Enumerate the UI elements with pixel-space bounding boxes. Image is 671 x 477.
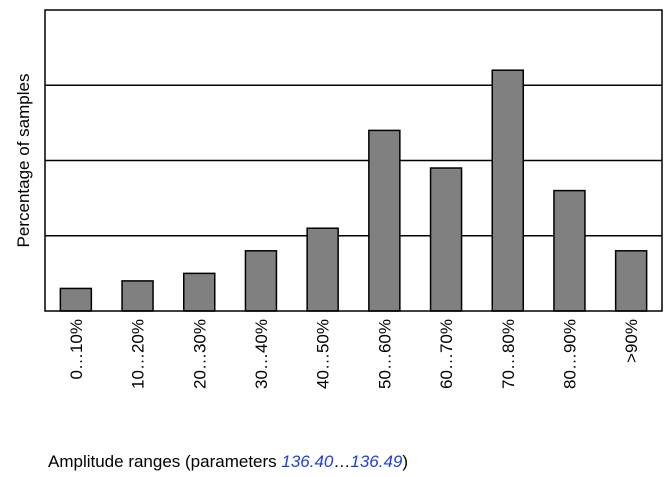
bar bbox=[429, 167, 463, 312]
y-axis-title: Percentage of samples bbox=[14, 74, 33, 248]
bar bbox=[244, 250, 278, 312]
x-tick-label: 10…20% bbox=[129, 319, 148, 389]
bars bbox=[59, 69, 648, 312]
bar bbox=[491, 69, 524, 312]
x-axis-title-prefix: Amplitude ranges (parameters bbox=[48, 452, 282, 471]
bar bbox=[306, 227, 339, 312]
x-tick-labels: 0…10% 10…20% 20…30% 30…40% 40…50% 50…60% 60…70… bbox=[67, 319, 641, 389]
bar bbox=[183, 272, 216, 312]
x-tick-label: >90% bbox=[622, 319, 641, 363]
x-tick-label: 40…50% bbox=[314, 319, 333, 389]
x-tick-label: 80…90% bbox=[560, 319, 579, 389]
x-axis-title-suffix: ) bbox=[402, 452, 409, 471]
bar bbox=[368, 129, 401, 312]
x-tick-label: 60…70% bbox=[437, 319, 456, 389]
bar bbox=[614, 250, 648, 312]
x-tick-label: 70…80% bbox=[499, 319, 518, 389]
x-axis-title: Amplitude ranges (parameters 136.40…136.… bbox=[48, 452, 671, 472]
x-axis-title-separator: … bbox=[333, 452, 351, 471]
x-tick-label: 0…10% bbox=[67, 319, 86, 379]
bar bbox=[59, 287, 93, 312]
bar bbox=[121, 280, 154, 312]
x-tick-label: 50…60% bbox=[375, 319, 394, 389]
bar bbox=[553, 189, 586, 312]
x-axis-title-param-end: 136.49 bbox=[350, 452, 403, 471]
x-tick-label: 20…30% bbox=[190, 319, 209, 389]
plot-frame bbox=[44, 9, 663, 312]
x-tick-label: 30…40% bbox=[252, 319, 271, 389]
x-axis-title-param-start: 136.40 bbox=[281, 452, 334, 471]
